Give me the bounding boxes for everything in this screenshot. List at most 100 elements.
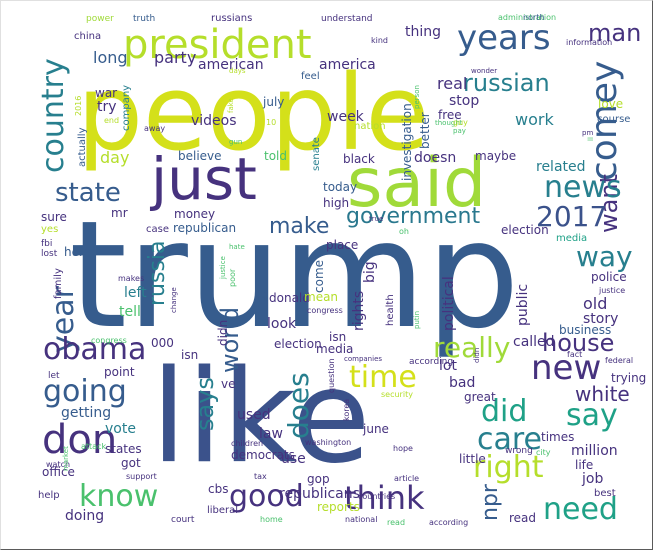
word-russia: russia xyxy=(145,240,170,306)
word-believe: believe xyxy=(178,149,222,163)
word-war: war xyxy=(95,86,117,100)
word-justice: justice xyxy=(219,256,227,280)
word-gop: reports xyxy=(317,500,360,514)
word-liberal: tax xyxy=(254,472,267,481)
word-new: new xyxy=(531,348,601,388)
word-man: man xyxy=(588,19,641,47)
word-attack: watch xyxy=(46,460,70,469)
word-rights: rights xyxy=(351,291,367,331)
word-let: ve xyxy=(221,377,235,391)
word-don: don xyxy=(42,417,117,463)
word-make: make xyxy=(269,214,329,239)
word-need: need xyxy=(543,492,618,527)
word-state: state xyxy=(55,178,121,208)
word-away: 10 xyxy=(266,118,276,127)
word-countries: read xyxy=(387,518,405,527)
word-fact: congress xyxy=(307,306,343,315)
word-business: business xyxy=(559,323,611,337)
word-mr: mr xyxy=(111,206,128,220)
word-ve: law xyxy=(259,426,283,442)
word-wrong: city xyxy=(536,448,551,457)
word-office: states xyxy=(105,442,142,456)
word-point: vote xyxy=(105,421,136,437)
word-tell: tell xyxy=(119,304,141,320)
word-children: support xyxy=(126,472,157,481)
word-says: says xyxy=(191,377,219,431)
word-like: like xyxy=(151,343,370,492)
word-isn: isn xyxy=(329,330,346,344)
word-democrats: bad xyxy=(449,375,475,391)
word-change: fake xyxy=(227,98,235,113)
word-hate: fact xyxy=(567,350,582,359)
word-times: best xyxy=(594,488,616,499)
word-money: money xyxy=(174,207,215,221)
word-power: power xyxy=(86,14,114,24)
word-health: getting xyxy=(61,405,111,421)
word-used: democrats xyxy=(231,448,295,462)
word-doing: liberal xyxy=(207,505,238,516)
word-better: better xyxy=(418,112,432,149)
word-week: week xyxy=(327,109,365,125)
word-thought: ll xyxy=(587,137,595,141)
word-fake: thought xyxy=(435,119,463,127)
word-trying: life xyxy=(575,458,593,472)
word-article: national xyxy=(345,515,377,524)
word-did: did xyxy=(481,394,527,429)
word-political: political xyxy=(441,276,457,331)
word-black: black xyxy=(343,152,375,166)
word-million: times xyxy=(541,430,574,444)
word-obama: obama xyxy=(43,332,146,367)
word-pm: pm xyxy=(582,129,593,137)
word-doesn: doesn xyxy=(414,150,456,166)
word-people: people xyxy=(77,52,430,174)
word-left: left xyxy=(124,285,147,301)
word-bad: great xyxy=(464,390,496,404)
word-city: children xyxy=(231,439,263,448)
word-help: help xyxy=(64,245,90,259)
word-pay: end xyxy=(104,116,119,125)
word-high: high xyxy=(323,196,349,210)
word-washington: oh xyxy=(399,227,409,236)
word-big: big xyxy=(362,261,378,283)
word-way: way xyxy=(576,240,633,273)
word-america: america xyxy=(319,57,376,73)
word-2017: 2017 xyxy=(536,200,607,233)
word-thing: thing xyxy=(405,24,441,40)
word-election: election xyxy=(274,337,322,351)
word-case: case xyxy=(146,224,169,235)
word-far: election xyxy=(501,223,549,237)
word-just: just xyxy=(149,145,257,213)
word-problem: health xyxy=(385,294,396,326)
word-best: little xyxy=(459,452,486,466)
word-think: think xyxy=(344,479,425,517)
word-care: care xyxy=(477,422,542,457)
word-real: real xyxy=(437,74,467,93)
word-true: makes xyxy=(118,274,144,283)
word-truth: truth xyxy=(133,14,155,24)
word-come: come xyxy=(312,260,326,293)
word-media: media xyxy=(316,342,353,356)
word-north: north xyxy=(523,13,544,22)
word-love: love xyxy=(598,97,623,111)
word-person: guy xyxy=(453,118,468,127)
word-party: party xyxy=(154,48,196,67)
word-reports: court xyxy=(171,515,195,525)
word-guy: away xyxy=(144,124,165,133)
word-korea: wrong xyxy=(505,446,533,456)
word-women: didn xyxy=(473,348,481,363)
word-hillary: isn xyxy=(181,348,198,362)
word-world: world xyxy=(216,307,244,373)
word-makes: days xyxy=(229,67,246,75)
word-understand: understand xyxy=(321,14,373,24)
word-great: million xyxy=(571,443,618,459)
word-china: china xyxy=(74,31,101,42)
word-things: things xyxy=(254,289,268,326)
word-oh: hate xyxy=(229,243,245,251)
word-russians: russians xyxy=(211,13,252,24)
word-poor: federal xyxy=(605,356,633,365)
word-home: article xyxy=(394,474,419,483)
word-does: does xyxy=(282,372,315,439)
word-vote: used xyxy=(237,407,271,423)
word-feel: feel xyxy=(301,71,320,82)
